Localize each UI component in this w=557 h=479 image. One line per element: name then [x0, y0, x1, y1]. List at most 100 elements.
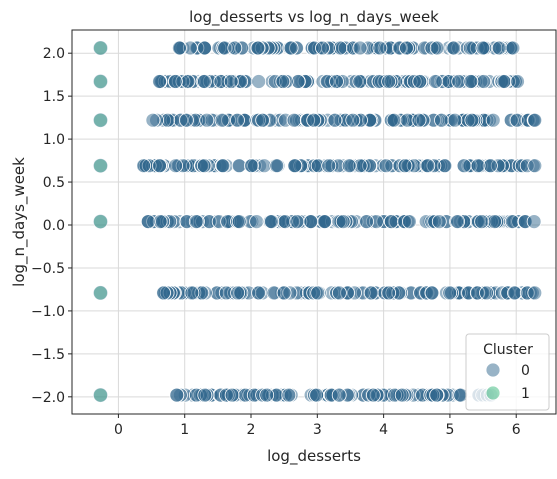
data-point-cluster-0: [335, 214, 351, 230]
data-point-cluster-1: [93, 387, 108, 403]
data-point-cluster-0: [394, 387, 410, 403]
data-point-cluster-1: [93, 285, 108, 301]
data-point-cluster-0: [462, 40, 478, 56]
data-point-cluster-0: [429, 40, 445, 56]
data-point-cluster-0: [197, 387, 213, 403]
data-point-cluster-0: [442, 285, 458, 301]
data-point-cluster-0: [510, 74, 525, 89]
data-point-cluster-0: [526, 214, 542, 230]
x-tick-label: 6: [512, 422, 521, 438]
data-point-cluster-0: [505, 40, 521, 56]
data-point-cluster-0: [527, 158, 543, 174]
data-point-cluster-0: [372, 40, 388, 56]
legend: Cluster 0 1: [465, 333, 550, 411]
data-point-cluster-0: [447, 112, 463, 128]
data-point-cluster-0: [184, 285, 200, 301]
data-point-cluster-0: [303, 214, 319, 230]
data-point-cluster-0: [315, 40, 330, 56]
y-tick-label: −1.5: [31, 347, 65, 363]
data-point-cluster-0: [365, 387, 381, 403]
y-tick-label: −1.0: [31, 304, 65, 320]
x-tick-label: 2: [247, 422, 256, 438]
data-point-cluster-0: [496, 74, 512, 89]
data-point-cluster-0: [214, 112, 230, 128]
data-point-cluster-0: [317, 214, 332, 230]
data-point-cluster-0: [227, 40, 243, 56]
data-point-cluster-0: [474, 214, 490, 230]
data-point-cluster-1: [93, 158, 108, 174]
data-point-cluster-0: [527, 285, 543, 301]
data-point-cluster-0: [381, 74, 397, 89]
data-point-cluster-0: [399, 40, 414, 56]
data-point-cluster-0: [411, 112, 427, 128]
data-point-cluster-0: [243, 158, 259, 174]
data-point-cluster-0: [230, 112, 245, 128]
data-point-cluster-0: [152, 74, 167, 89]
data-point-cluster-0: [359, 214, 375, 230]
data-point-cluster-0: [456, 158, 472, 174]
data-point-cluster-0: [381, 285, 397, 301]
data-point-cluster-0: [255, 112, 271, 128]
data-point-cluster-0: [321, 158, 337, 174]
data-point-cluster-0: [352, 40, 368, 56]
x-tick-label: 5: [445, 422, 454, 438]
data-point-cluster-0: [263, 214, 279, 230]
data-point-cluster-0: [476, 74, 492, 89]
data-point-cluster-0: [256, 158, 272, 174]
data-point-cluster-0: [249, 214, 265, 230]
legend-title: Cluster: [483, 342, 533, 358]
data-point-cluster-0: [276, 285, 292, 301]
data-point-cluster-0: [327, 112, 343, 128]
data-point-cluster-0: [287, 158, 303, 174]
legend-label-0: 0: [521, 363, 530, 379]
data-point-cluster-1-overlap: [93, 158, 108, 173]
data-point-cluster-0: [470, 158, 486, 174]
data-point-cluster-0: [171, 40, 187, 56]
x-tick-label: 4: [379, 422, 388, 438]
data-point-cluster-0: [383, 214, 399, 230]
data-point-cluster-0: [412, 74, 428, 89]
data-point-cluster-0: [259, 387, 275, 403]
data-point-cluster-0: [527, 112, 543, 128]
data-point-cluster-0: [250, 40, 266, 56]
x-tick-label: 1: [180, 422, 189, 438]
data-point-cluster-0: [309, 387, 325, 403]
data-point-cluster-0: [223, 74, 239, 89]
legend-marker-0: [485, 362, 501, 378]
data-point-cluster-0: [152, 158, 167, 174]
data-point-cluster-0: [504, 214, 520, 230]
plot-frame: [71, 29, 557, 415]
data-point-cluster-0: [386, 112, 402, 128]
data-point-cluster-0: [251, 74, 267, 89]
data-point-cluster-0: [140, 214, 156, 230]
data-point-cluster-0: [464, 112, 480, 128]
y-tick-label: 0.0: [43, 218, 65, 234]
data-point-cluster-0: [289, 214, 305, 230]
data-point-cluster-0: [231, 214, 247, 230]
legend-marker-1: [485, 385, 501, 401]
data-point-cluster-0: [487, 214, 503, 230]
data-point-cluster-0: [331, 387, 347, 403]
data-point-cluster-0: [475, 40, 491, 56]
data-point-cluster-0: [269, 158, 285, 174]
y-tick-label: −2.0: [31, 390, 65, 406]
data-point-cluster-0: [427, 74, 443, 89]
data-point-cluster-0: [306, 112, 322, 128]
data-point-cluster-0: [485, 112, 501, 128]
data-point-cluster-1-overlap: [93, 41, 108, 55]
data-point-cluster-0: [196, 74, 212, 89]
data-point-cluster-1-overlap: [93, 214, 108, 229]
data-point-cluster-0: [329, 74, 344, 89]
chart-title: log_desserts vs log_n_days_week: [189, 8, 439, 27]
data-point-cluster-0: [196, 158, 212, 174]
data-point-cluster-0: [397, 158, 413, 174]
data-point-cluster-0: [420, 158, 436, 174]
data-point-cluster-0: [286, 112, 302, 128]
data-point-cluster-0: [197, 40, 212, 56]
data-point-cluster-0: [310, 285, 326, 301]
data-point-cluster-0: [188, 214, 204, 230]
data-point-cluster-0: [275, 74, 291, 89]
data-point-cluster-0: [167, 74, 183, 89]
data-point-cluster-0: [215, 158, 231, 174]
